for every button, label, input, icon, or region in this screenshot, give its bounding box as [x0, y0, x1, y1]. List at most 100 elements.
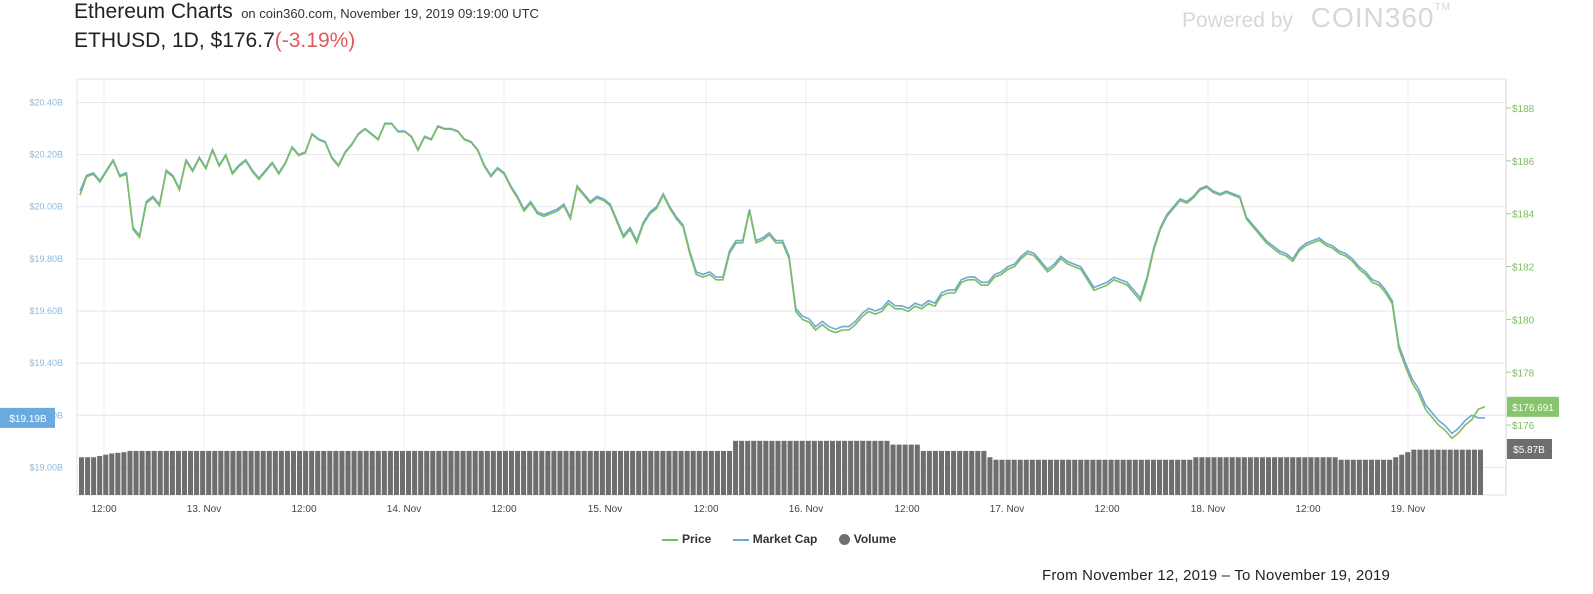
- volume-bar: [248, 450, 254, 495]
- volume-bar: [121, 452, 127, 495]
- volume-bar: [357, 450, 363, 495]
- volume-bar: [1411, 449, 1417, 495]
- volume-bar: [872, 440, 878, 495]
- legend-item-volume[interactable]: Volume: [838, 532, 896, 546]
- volume-bar: [848, 440, 854, 495]
- volume-bar: [1005, 459, 1011, 495]
- volume-bar: [1441, 449, 1447, 495]
- y-right-tick-label: $180: [1512, 315, 1535, 326]
- volume-bar: [884, 440, 890, 495]
- volume-bar: [593, 450, 599, 495]
- volume-bar: [823, 440, 829, 495]
- volume-bar: [1429, 449, 1435, 495]
- legend-item-market-cap[interactable]: Market Cap: [732, 531, 818, 546]
- volume-bar: [1223, 457, 1229, 495]
- legend-market-cap-label: Market Cap: [752, 531, 818, 546]
- volume-bar: [393, 450, 399, 495]
- volume-bar: [1381, 459, 1387, 495]
- volume-bar: [775, 440, 781, 495]
- market-cap-current-badge: [0, 407, 55, 428]
- legend-price-label: Price: [682, 531, 712, 546]
- volume-bar: [860, 440, 866, 495]
- x-tick-label: 18. Nov: [1191, 504, 1225, 515]
- volume-bar: [599, 450, 605, 495]
- volume-bar: [533, 450, 539, 495]
- volume-bar: [399, 450, 406, 495]
- volume-bar: [1150, 459, 1156, 495]
- volume-bar: [133, 450, 139, 495]
- volume-bar: [194, 450, 200, 495]
- volume-bar: [866, 440, 872, 495]
- x-tick-label: 14. Nov: [387, 504, 421, 515]
- volume-bar: [406, 450, 412, 495]
- volume-bar: [1211, 457, 1217, 495]
- volume-bar: [1453, 449, 1459, 495]
- volume-bar: [1241, 457, 1247, 495]
- volume-bar: [1066, 459, 1072, 495]
- y-left-tick-label: $19.80B: [29, 254, 63, 264]
- volume-bar: [1259, 457, 1265, 495]
- volume-bar: [805, 440, 811, 495]
- volume-bar: [1096, 459, 1102, 495]
- x-tick-label: 12:00: [1094, 504, 1119, 515]
- volume-bar: [200, 450, 206, 495]
- legend-item-price[interactable]: Price: [662, 532, 711, 546]
- volume-bar: [448, 450, 454, 495]
- volume-bar: [351, 450, 357, 495]
- volume-bar: [145, 450, 151, 495]
- volume-bar: [763, 440, 769, 495]
- volume-bar: [1326, 457, 1332, 495]
- volume-bar: [254, 450, 260, 495]
- y-left-tick-label: $19.00B: [29, 462, 63, 472]
- y-right-tick-label: $182: [1512, 263, 1535, 274]
- volume-bar: [708, 450, 714, 495]
- volume-bar: [1393, 457, 1399, 495]
- volume-bar: [1362, 459, 1368, 495]
- volume-bar: [896, 444, 902, 495]
- legend-volume-swatch: [838, 534, 850, 546]
- volume-bar: [945, 450, 951, 495]
- volume-bar: [648, 450, 654, 495]
- volume-bar: [1102, 459, 1108, 495]
- volume-bar: [957, 450, 963, 495]
- volume-bar: [1078, 459, 1084, 495]
- volume-bar: [684, 450, 690, 495]
- x-tick-label: 19. Nov: [1391, 504, 1425, 515]
- volume-bar: [315, 450, 321, 495]
- volume-bar: [1423, 449, 1429, 495]
- volume-bar: [284, 450, 290, 495]
- chart-legend: Price Market Cap Volume: [662, 531, 914, 546]
- volume-bar: [496, 450, 502, 495]
- volume-bar: [515, 450, 521, 495]
- volume-bar: [260, 450, 266, 495]
- volume-bar: [1181, 459, 1187, 495]
- volume-bar: [557, 450, 563, 495]
- volume-bar: [1272, 457, 1278, 495]
- volume-bar: [1132, 459, 1138, 495]
- volume-bar: [1011, 459, 1017, 495]
- volume-bar: [79, 457, 85, 495]
- volume-bar: [103, 454, 109, 495]
- volume-bar: [1120, 459, 1126, 495]
- volume-bar: [1138, 459, 1144, 495]
- volume-bar: [811, 440, 817, 495]
- price-line: [79, 123, 1486, 440]
- chart-header: Ethereum Charts on coin360.com, November…: [74, 0, 539, 53]
- volume-bar: [836, 440, 842, 495]
- x-tick-label: 12:00: [291, 504, 316, 515]
- volume-bar: [442, 450, 448, 495]
- volume-bar: [345, 450, 351, 495]
- volume-bar: [508, 450, 515, 495]
- volume-bar: [1465, 449, 1471, 495]
- volume-bar: [611, 450, 617, 495]
- coin360-logo-text: COIN360: [1310, 2, 1435, 33]
- y-left-tick-label: $19.40B: [29, 358, 63, 368]
- y-left-tick-label: $19.60B: [29, 306, 63, 316]
- volume-bar: [1265, 457, 1272, 495]
- volume-bar: [1417, 449, 1423, 495]
- date-range: From November 12, 2019 – To November 19,…: [1042, 567, 1391, 584]
- powered-by-text: Powered by: [1182, 9, 1293, 32]
- volume-bar: [115, 452, 121, 495]
- volume-bar: [817, 440, 823, 495]
- volume-bar: [218, 450, 224, 495]
